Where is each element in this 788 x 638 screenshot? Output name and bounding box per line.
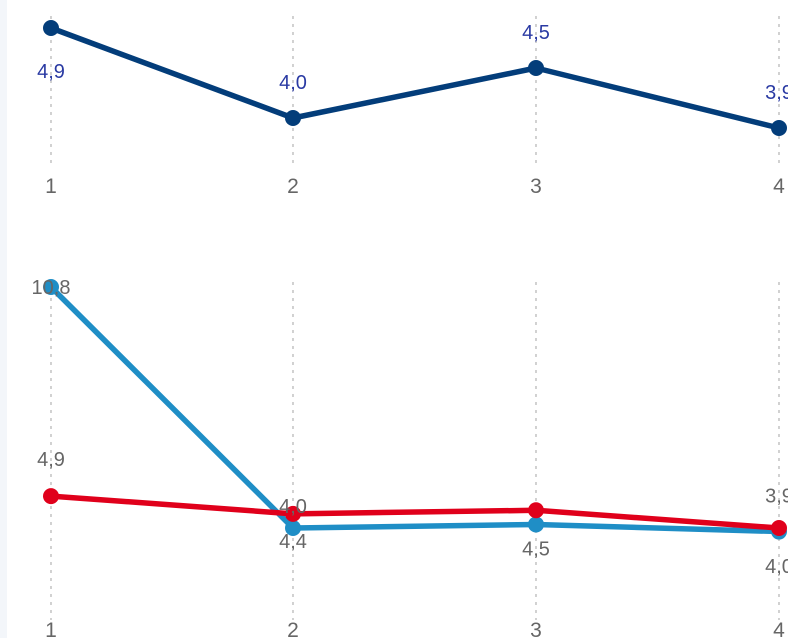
- data-label: 3,9: [765, 486, 788, 508]
- data-point: [43, 279, 59, 295]
- data-label: 4,5: [522, 22, 550, 44]
- data-point: [285, 110, 301, 126]
- x-tick-label: 3: [530, 619, 542, 638]
- x-tick-label: 2: [287, 619, 299, 638]
- data-label: 10,8: [32, 277, 71, 299]
- data-point: [528, 502, 544, 519]
- data-label: 4,4: [279, 531, 307, 553]
- bottom-x-tick-labels: 1 2 3 4: [45, 619, 785, 638]
- series-line: [48, 284, 782, 535]
- data-label: 3,9: [765, 82, 788, 104]
- data-label: 4,0: [279, 496, 307, 518]
- data-point: [285, 505, 301, 522]
- x-tick-label: 2: [287, 175, 299, 198]
- data-label: 4,5: [522, 538, 550, 560]
- data-point: [771, 520, 787, 536]
- data-label: 4,9: [37, 449, 65, 471]
- data-point: [285, 520, 301, 536]
- top-series-lines: [48, 25, 782, 131]
- series-line: [48, 25, 782, 131]
- x-tick-label: 1: [45, 619, 57, 638]
- x-tick-label: 4: [773, 619, 785, 638]
- top-data-labels: 4,9 4,0 4,5 3,9: [37, 22, 788, 104]
- top-x-tick-labels: 1 2 3 4: [45, 175, 785, 198]
- data-point: [528, 60, 544, 76]
- series-line: [48, 493, 782, 531]
- bottom-series-lines: [48, 284, 782, 535]
- bottom-gridlines: [50, 282, 780, 620]
- top-series-points: [43, 20, 787, 136]
- bottom-series-points: [43, 279, 787, 540]
- data-point: [528, 516, 544, 533]
- data-label: 4,9: [37, 61, 65, 83]
- data-point: [43, 20, 59, 36]
- x-tick-label: 1: [45, 175, 57, 198]
- top-line-chart: 4,9 4,0 4,5 3,9 1 2 3 4: [37, 16, 788, 198]
- top-gridlines: [50, 16, 780, 168]
- data-point: [43, 488, 59, 505]
- x-tick-label: 4: [773, 175, 785, 198]
- x-tick-label: 3: [530, 175, 542, 198]
- data-label: 4,0: [279, 72, 307, 94]
- data-point: [771, 120, 787, 136]
- data-label: 4,0: [765, 556, 788, 578]
- left-edge-strip: [0, 0, 7, 638]
- bottom-line-chart: 10,8 4,0 3,9 4,9 4,4 4,5 4,0 1 2 3 4: [32, 277, 788, 638]
- bottom-data-labels: 10,8 4,0 3,9 4,9 4,4 4,5 4,0: [32, 277, 788, 578]
